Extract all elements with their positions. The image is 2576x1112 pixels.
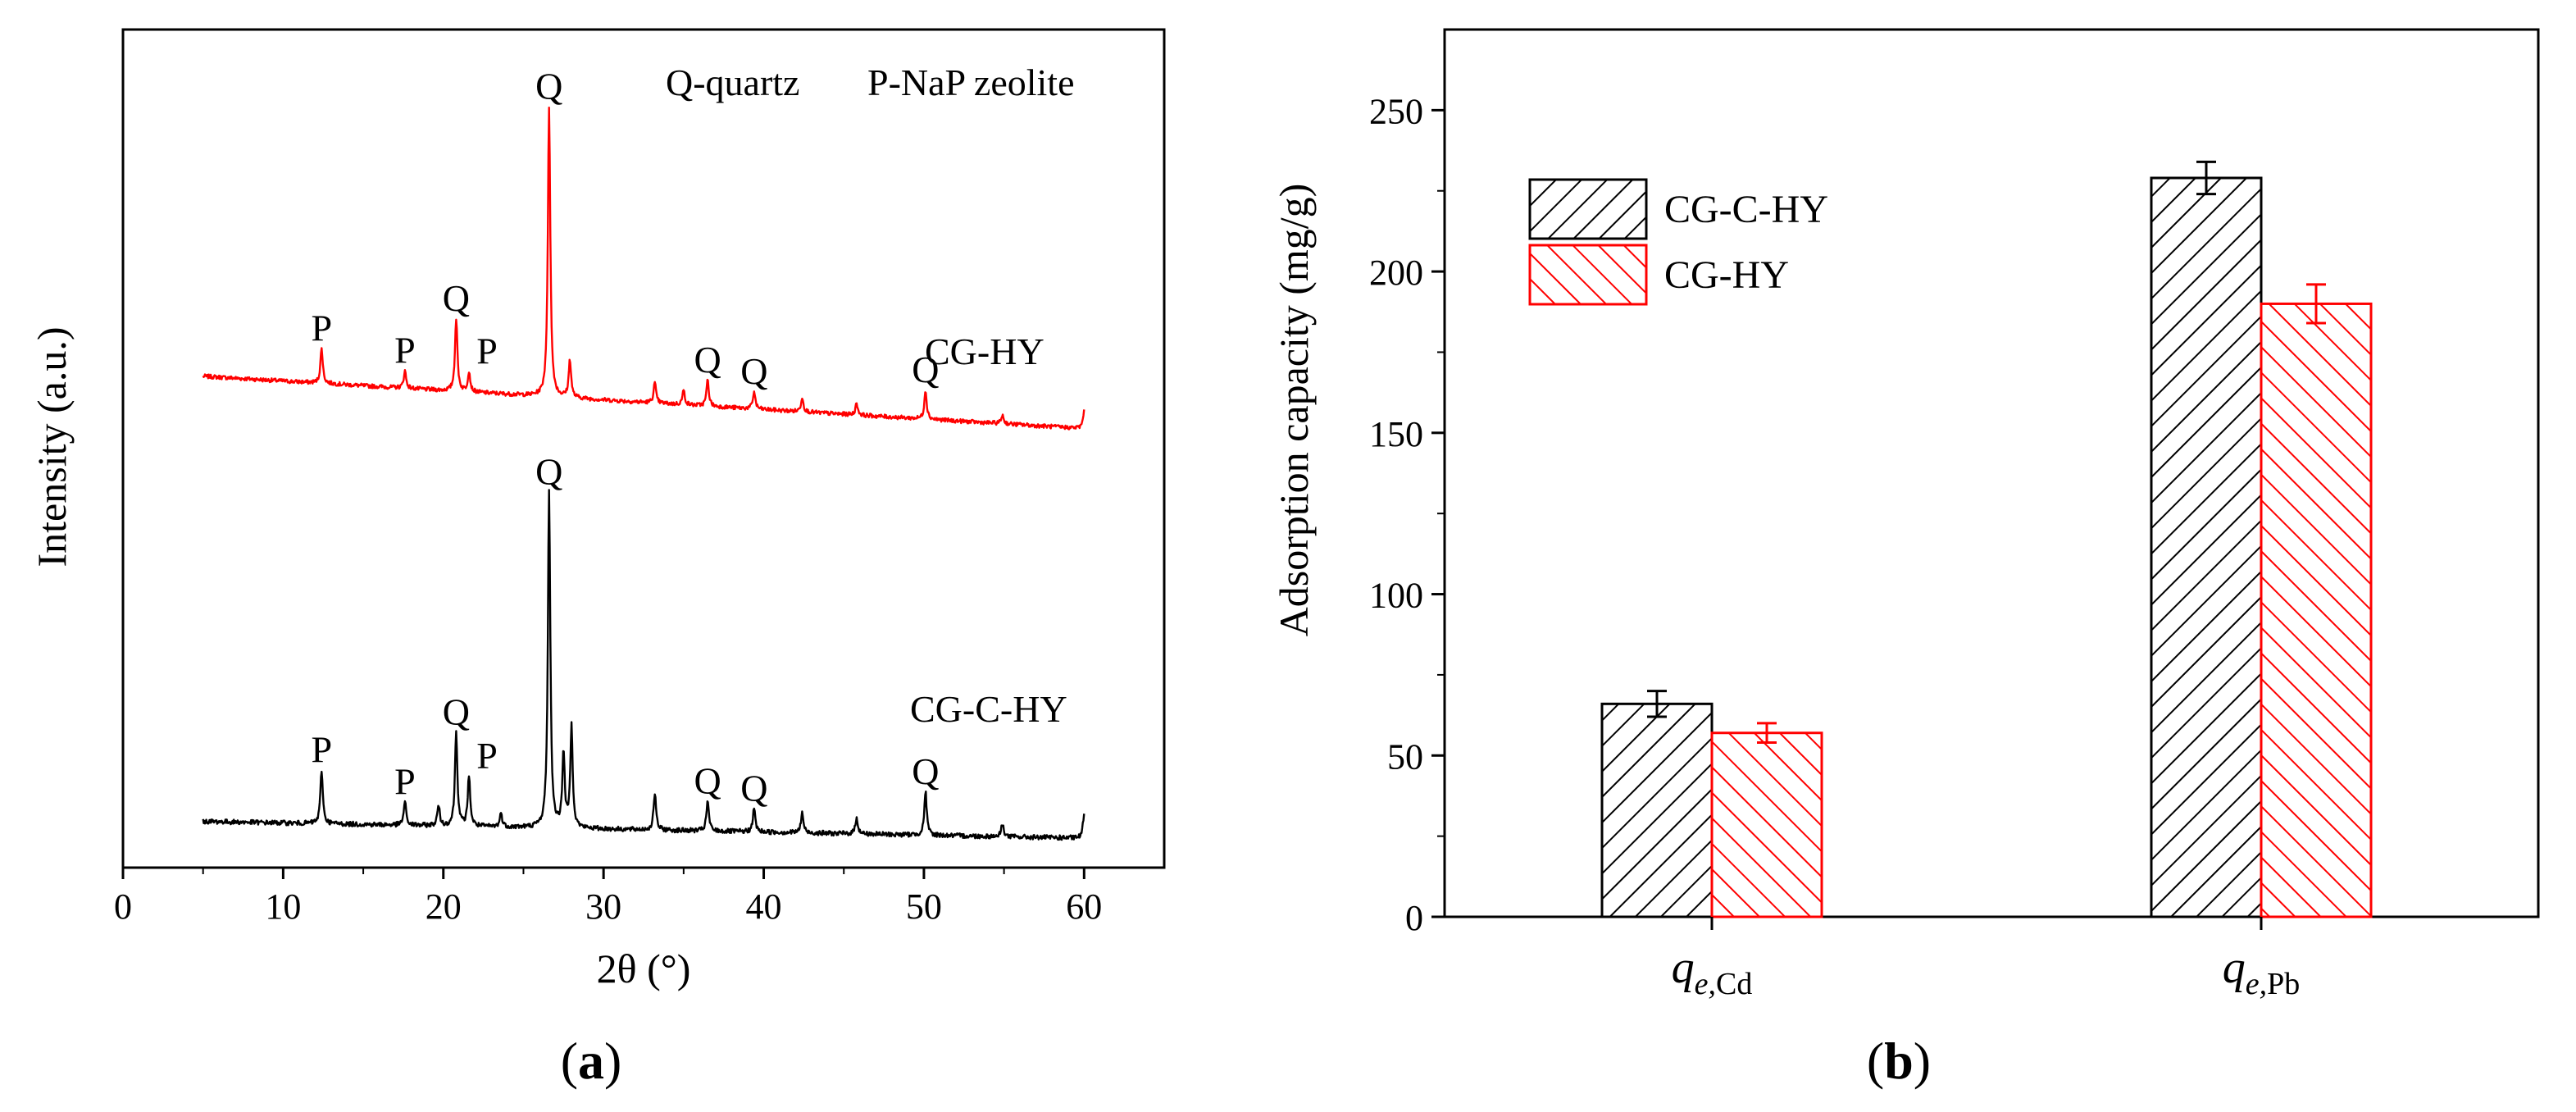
panel-b-y-tick-label: 0 — [1405, 898, 1423, 938]
peak-label-cg-hy: Q — [535, 65, 562, 107]
bar-cg-hy-cd — [1710, 731, 1823, 918]
peak-label-cg-hy: Q — [740, 350, 767, 392]
legend-swatch-cg-c-hy — [1528, 178, 1648, 240]
panel-b-y-tick-label: 50 — [1387, 736, 1423, 777]
bar-cg-hy-pb — [2260, 302, 2373, 918]
panel-a-annotation-quartz: Q-quartz — [666, 62, 799, 103]
series-label-cg-hy: CG-HY — [925, 330, 1045, 372]
panel-a-caption: (a) — [561, 1032, 622, 1090]
peak-label-cg-hy: Q — [912, 349, 939, 390]
panel-b-y-axis-title: Adsorption capacity (mg/g) — [1271, 184, 1317, 637]
panel-b-y-tick-label: 200 — [1369, 253, 1423, 293]
panel-a-plot-frame — [121, 28, 1166, 869]
panel-a-x-tick-label: 20 — [426, 886, 462, 927]
panel-a-x-tick-label: 30 — [585, 886, 621, 927]
peak-label-cg-hy: P — [311, 307, 332, 349]
peak-label-cg-c-hy: Q — [694, 759, 721, 801]
panel-b-y-tick-label: 150 — [1369, 414, 1423, 454]
panel-a-x-tick-label: 10 — [265, 886, 301, 927]
panel-a-x-tick-label: 40 — [746, 886, 782, 927]
panel-b-adsorption-chart: 0 50 100 150 200 250 qe,Cd qe,Pb CG-C-HY CG-HY… — [1271, 28, 2540, 1090]
peak-label-cg-c-hy: P — [311, 729, 332, 771]
panel-a-x-tick-label: 50 — [906, 886, 942, 927]
panel-a-annotation-nap: P-NaP zeolite — [867, 62, 1075, 103]
panel-a-x-axis-title: 2θ (°) — [597, 946, 691, 991]
category-label-cd: qe,Cd — [1672, 942, 1753, 1001]
panel-b-caption: (b) — [1867, 1032, 1931, 1090]
peak-label-cg-c-hy: Q — [740, 768, 767, 809]
peak-label-cg-c-hy: P — [476, 735, 498, 777]
legend-label-cg-hy: CG-HY — [1664, 253, 1789, 297]
peak-label-cg-c-hy: P — [394, 760, 416, 802]
legend-swatch-cg-hy — [1528, 244, 1648, 306]
peak-label-cg-c-hy: Q — [443, 691, 470, 733]
peak-label-cg-hy: Q — [443, 277, 470, 319]
xrd-line-cg-hy — [202, 107, 1085, 431]
peak-label-cg-hy: P — [476, 330, 498, 372]
panel-b-y-tick-label: 250 — [1369, 91, 1423, 131]
panel-b-plot-frame — [1443, 28, 2540, 918]
bar-cg-c-hy-pb — [2150, 176, 2263, 918]
panel-a-x-tick-label: 60 — [1066, 886, 1102, 927]
panel-a-y-axis-title: Intensity (a.u.) — [29, 327, 75, 567]
xrd-line-cg-c-hy — [202, 489, 1085, 841]
panel-b-legend: CG-C-HY CG-HY — [1528, 178, 1828, 306]
peak-label-cg-c-hy: Q — [912, 750, 939, 792]
peak-label-cg-c-hy: Q — [535, 451, 562, 493]
panel-b-y-tick-label: 100 — [1369, 576, 1423, 616]
panel-a-x-tick-label: 0 — [114, 886, 132, 927]
bar-cg-c-hy-cd — [1600, 702, 1714, 918]
peak-label-cg-hy: P — [394, 330, 416, 371]
category-label-pb: qe,Pb — [2223, 942, 2301, 1001]
legend-label-cg-c-hy: CG-C-HY — [1664, 188, 1828, 231]
series-label-cg-c-hy: CG-C-HY — [910, 688, 1067, 730]
peak-label-cg-hy: Q — [694, 339, 721, 381]
